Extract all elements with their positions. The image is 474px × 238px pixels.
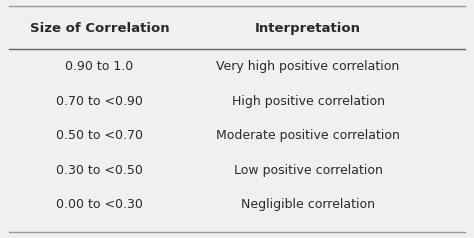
Text: Moderate positive correlation: Moderate positive correlation bbox=[216, 129, 400, 142]
Text: 0.00 to <0.30: 0.00 to <0.30 bbox=[56, 198, 143, 211]
Text: Size of Correlation: Size of Correlation bbox=[30, 22, 169, 35]
Text: Interpretation: Interpretation bbox=[255, 22, 361, 35]
Text: 0.90 to 1.0: 0.90 to 1.0 bbox=[65, 60, 134, 73]
Text: High positive correlation: High positive correlation bbox=[232, 95, 384, 108]
Text: Low positive correlation: Low positive correlation bbox=[234, 164, 383, 177]
Text: 0.70 to <0.90: 0.70 to <0.90 bbox=[56, 95, 143, 108]
Text: 0.50 to <0.70: 0.50 to <0.70 bbox=[56, 129, 143, 142]
Text: Very high positive correlation: Very high positive correlation bbox=[217, 60, 400, 73]
Text: Negligible correlation: Negligible correlation bbox=[241, 198, 375, 211]
Text: 0.30 to <0.50: 0.30 to <0.50 bbox=[56, 164, 143, 177]
